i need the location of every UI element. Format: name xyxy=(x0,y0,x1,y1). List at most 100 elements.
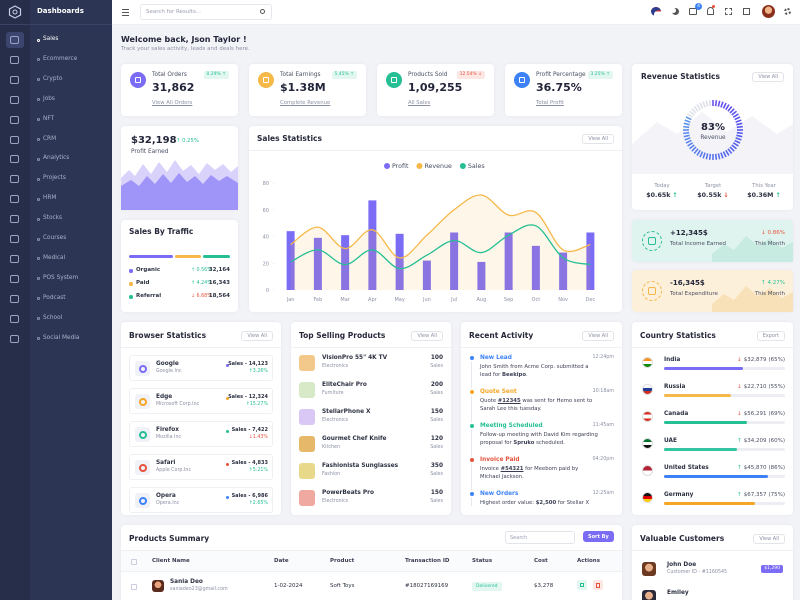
stat-card: Profit Percentage 3.25% ↑ 36.75% Total Prof… xyxy=(505,64,622,116)
edit-button[interactable] xyxy=(577,580,587,590)
revenue-gauge xyxy=(683,100,743,160)
gauge-tick xyxy=(696,149,701,156)
activity-title: New Orders xyxy=(480,491,519,497)
stat-value: $1.38M xyxy=(280,81,326,94)
menu-item[interactable]: Analytics xyxy=(43,155,70,162)
menu-item[interactable]: Projects xyxy=(43,175,66,182)
browser-change: ↑5.21% xyxy=(248,468,268,473)
browser-change: ↑2.65% xyxy=(248,501,268,506)
gauge-tick xyxy=(731,144,737,150)
stat-link[interactable]: Complete Revenue xyxy=(280,100,331,106)
product-unit: Sales xyxy=(430,472,443,477)
revenue-statistics-card: Revenue Statistics View All 83% Revenue Toda… xyxy=(632,64,793,210)
browser-sales: Sales - 12,324 xyxy=(228,394,268,400)
menu-item[interactable]: Stocks xyxy=(43,215,63,222)
card-header-divider xyxy=(632,347,793,348)
menu-item[interactable]: CRM xyxy=(43,135,57,142)
settings-icon xyxy=(784,8,791,15)
stat-link[interactable]: Total Profit xyxy=(536,100,564,106)
menu-icon xyxy=(10,314,19,323)
menu-item[interactable]: Sales xyxy=(43,36,59,42)
product-category: Electronics xyxy=(322,418,349,423)
gauge-tick xyxy=(729,146,735,152)
gauge-tick xyxy=(722,102,727,109)
logo-dot xyxy=(12,9,18,15)
search-icon xyxy=(260,9,265,14)
income-icon xyxy=(648,237,656,245)
stat-icon-glyph xyxy=(519,77,525,83)
edit-glyph xyxy=(580,583,584,587)
menu-icon xyxy=(10,274,19,283)
stat-icon xyxy=(386,72,402,88)
traffic-name: Referral xyxy=(136,293,162,299)
menu-item[interactable]: Podcast xyxy=(43,294,66,301)
share-bar xyxy=(664,475,769,478)
view-all-button[interactable]: View All xyxy=(752,72,784,83)
menu-item[interactable]: Social Media xyxy=(43,334,80,341)
sidebar-header-divider xyxy=(0,24,112,25)
menu-item[interactable]: Ecommerce xyxy=(43,55,78,62)
menu-item[interactable]: Jobs xyxy=(43,95,55,102)
menu-toggle-line xyxy=(122,15,129,16)
browser-icon xyxy=(138,364,147,373)
card-button[interactable]: View All xyxy=(753,534,785,545)
gauge-tick xyxy=(736,131,743,135)
delete-button[interactable] xyxy=(593,580,603,590)
card-button[interactable]: View All xyxy=(411,331,443,342)
menu-item[interactable]: POS System xyxy=(43,274,79,281)
traffic-card: Sales By Traffic Organic ↑ 0.56% 32,164 Paid… xyxy=(121,220,238,312)
sidebar-icon-strip xyxy=(0,0,30,600)
x-tick-label: Jun xyxy=(422,297,431,303)
gauge-tick xyxy=(708,100,712,107)
legend-dot xyxy=(129,282,133,286)
browser-row: Firefox Mozilla Inc Sales - 7,422 ↓1.43% xyxy=(129,421,273,447)
menu-item[interactable]: NFT xyxy=(43,115,55,122)
activity-time: 11:45am xyxy=(592,423,614,428)
customer-name: Emiley xyxy=(667,590,689,596)
stat-value-row: $0.55k ↓ xyxy=(688,192,738,200)
browser-change: ↑15.27% xyxy=(245,402,268,407)
menu-item[interactable]: School xyxy=(43,314,63,321)
share-track xyxy=(664,475,785,478)
card-button[interactable]: Export xyxy=(756,331,785,342)
gauge-tick xyxy=(702,152,706,159)
card-title: Browser Statistics xyxy=(129,331,207,340)
menu-item[interactable]: Medical xyxy=(43,254,66,261)
search-box[interactable]: Search for Results... xyxy=(140,4,272,20)
profit-area-chart xyxy=(121,160,238,210)
client-name: Sania Deo xyxy=(170,579,203,585)
sales-chart: Profit Revenue Sales 0 20 40 60 80 Jan Feb Mar Apr M… xyxy=(263,163,595,303)
product-unit: Sales xyxy=(430,499,443,504)
sort-button[interactable]: Sort By xyxy=(583,531,614,543)
card-header-divider xyxy=(121,347,281,348)
view-all-button[interactable]: View All xyxy=(582,134,614,145)
legend-label: Profit xyxy=(392,163,409,170)
card-button[interactable]: View All xyxy=(582,331,614,342)
country-name: India xyxy=(664,357,681,363)
stat-link[interactable]: All Sales xyxy=(408,100,431,106)
menu-item[interactable]: Crypto xyxy=(43,75,63,82)
stat-value-row: $0.65k ↑ xyxy=(637,192,687,200)
product-count: 100 xyxy=(430,355,443,361)
card-button[interactable]: View All xyxy=(241,331,273,342)
gauge-tick xyxy=(725,149,730,156)
menu-bullet xyxy=(37,297,40,301)
menu-icon xyxy=(10,55,19,64)
menu-item[interactable]: HRM xyxy=(43,195,57,202)
menu-bullet xyxy=(37,38,40,42)
country-flag xyxy=(642,465,653,476)
product-thumb xyxy=(299,436,315,452)
table-search[interactable]: Search xyxy=(505,531,575,544)
share-track xyxy=(664,367,785,370)
stat-value: $0.65k xyxy=(646,192,671,199)
stat-link[interactable]: View All Orders xyxy=(152,100,193,106)
product-category: Electronics xyxy=(322,364,349,369)
stat-arrow: ↑ xyxy=(775,192,781,199)
country-arrow: ↑ xyxy=(737,465,742,471)
stat-card: Products Sold 12.54% ↓ 1,09,255 All Sales xyxy=(377,64,494,116)
activity-time: 12:24pm xyxy=(592,355,614,360)
activity-highlight: Spruko xyxy=(513,439,535,446)
bar xyxy=(531,245,540,290)
browser-name: Opera xyxy=(156,493,176,499)
menu-item[interactable]: Courses xyxy=(43,235,67,241)
